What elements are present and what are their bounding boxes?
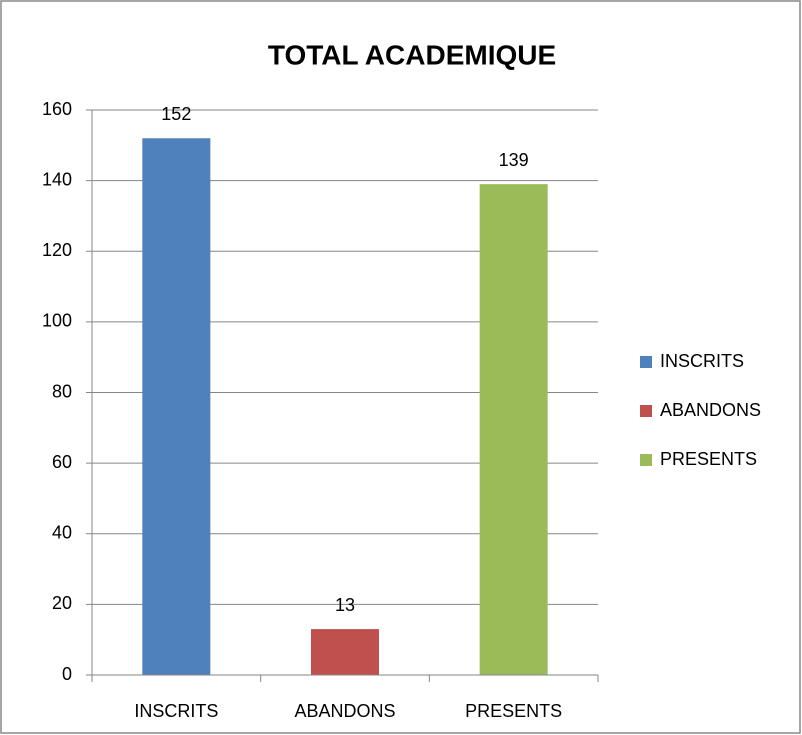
chart-title: TOTAL ACADEMIQUE	[268, 39, 556, 70]
legend-swatch	[640, 454, 652, 466]
data-label: 139	[499, 150, 529, 170]
y-tick-label: 40	[52, 523, 72, 543]
legend-label: INSCRITS	[660, 351, 744, 371]
legend-label: PRESENTS	[660, 449, 757, 469]
y-tick-label: 100	[42, 311, 72, 331]
y-tick-label: 60	[52, 452, 72, 472]
legend-swatch	[640, 405, 652, 417]
y-tick-label: 20	[52, 593, 72, 613]
data-label: 152	[161, 104, 191, 124]
y-tick-label: 160	[42, 99, 72, 119]
x-tick-label: PRESENTS	[465, 701, 562, 721]
data-label: 13	[335, 595, 355, 615]
bar	[479, 184, 548, 675]
y-tick-label: 120	[42, 240, 72, 260]
x-tick-label: ABANDONS	[294, 701, 395, 721]
legend-label: ABANDONS	[660, 400, 761, 420]
legend-swatch	[640, 356, 652, 368]
y-tick-label: 0	[62, 664, 72, 684]
bar	[142, 138, 211, 675]
y-tick-label: 140	[42, 169, 72, 189]
x-tick-label: INSCRITS	[134, 701, 218, 721]
y-tick-label: 80	[52, 381, 72, 401]
bar	[311, 629, 379, 675]
